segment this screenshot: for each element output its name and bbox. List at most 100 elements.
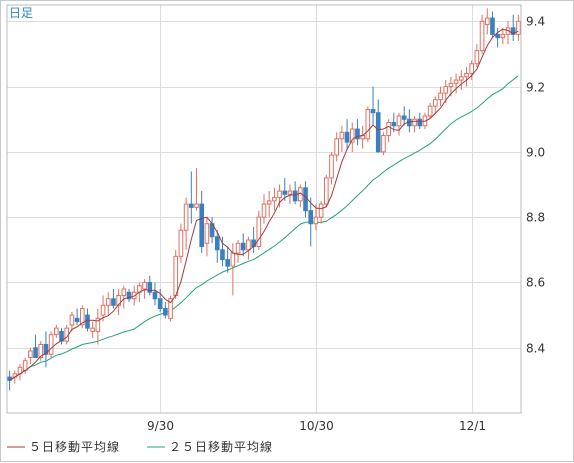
candle-down bbox=[214, 236, 220, 251]
candle-up bbox=[318, 203, 324, 218]
candles bbox=[7, 8, 521, 391]
legend: ５日移動平均線 ２５日移動平均線 bbox=[7, 439, 273, 454]
candle-up bbox=[365, 108, 371, 140]
ma5-line bbox=[9, 28, 519, 381]
candle-up bbox=[183, 203, 189, 231]
candle-up bbox=[427, 105, 433, 117]
candle-up bbox=[469, 63, 474, 75]
candle-up bbox=[323, 177, 329, 205]
candle-down bbox=[225, 259, 230, 267]
candle-down bbox=[199, 203, 205, 248]
candle-down bbox=[292, 190, 298, 202]
candle-up bbox=[474, 50, 480, 65]
candle-up bbox=[256, 216, 262, 248]
candle-up bbox=[438, 92, 443, 101]
candle-down bbox=[33, 347, 38, 359]
candle-down bbox=[370, 108, 376, 114]
candle-down bbox=[59, 330, 64, 342]
candle-up bbox=[121, 288, 127, 296]
axes: 8.4 8.6 8.8 9.0 9.2 9.4 9/30 10/30 12/1 bbox=[6, 4, 545, 433]
candle-up bbox=[204, 223, 210, 244]
candle-up bbox=[142, 281, 147, 290]
plot-border bbox=[6, 4, 522, 414]
x-tick-label: 12/1 bbox=[459, 419, 486, 433]
candle-up bbox=[458, 76, 464, 81]
candle-up bbox=[95, 317, 101, 332]
legend-ma5-label: ５日移動平均線 bbox=[29, 439, 120, 454]
ma25-line bbox=[9, 75, 519, 381]
candle-up bbox=[48, 334, 54, 355]
candle-down bbox=[391, 122, 397, 127]
candle-down bbox=[188, 203, 194, 208]
y-tick-label: 8.4 bbox=[526, 342, 545, 356]
y-tick-label: 8.8 bbox=[526, 211, 545, 225]
candle-down bbox=[282, 190, 288, 195]
candle-down bbox=[495, 33, 500, 39]
candle-down bbox=[74, 317, 80, 323]
candle-down bbox=[152, 291, 158, 300]
candle-up bbox=[448, 82, 454, 88]
candle-up bbox=[479, 20, 485, 52]
candle-up bbox=[433, 99, 438, 107]
candle-up bbox=[443, 86, 449, 94]
grid bbox=[7, 5, 521, 413]
candle-up bbox=[246, 239, 251, 251]
ma25-layer bbox=[9, 75, 519, 381]
candle-up bbox=[277, 190, 282, 199]
candle-down bbox=[510, 27, 516, 35]
candle-up bbox=[287, 190, 293, 195]
candle-down bbox=[43, 343, 49, 355]
candle-down bbox=[111, 298, 116, 306]
candle-up bbox=[329, 154, 334, 179]
candle-down bbox=[375, 112, 381, 153]
x-tick-label: 10/30 bbox=[299, 419, 334, 433]
y-tick-label: 9.4 bbox=[526, 15, 545, 29]
candle-up bbox=[516, 20, 521, 35]
candle-up bbox=[230, 252, 236, 267]
candle-up bbox=[38, 343, 44, 359]
candle-up bbox=[453, 79, 459, 84]
candle-up bbox=[79, 308, 85, 326]
candle-down bbox=[85, 314, 90, 329]
candle-up bbox=[381, 135, 386, 153]
candle-up bbox=[261, 203, 267, 218]
candle-up bbox=[173, 255, 179, 296]
candle-up bbox=[100, 304, 106, 316]
candle-up bbox=[178, 229, 184, 257]
period-label: 日足 bbox=[9, 6, 33, 20]
candle-down bbox=[220, 249, 225, 261]
candle-up bbox=[386, 122, 391, 137]
candle-up bbox=[339, 131, 345, 140]
candle-down bbox=[126, 291, 132, 300]
candle-down bbox=[303, 187, 308, 212]
candle-up bbox=[28, 350, 33, 359]
candle-down bbox=[240, 242, 246, 251]
candle-up bbox=[235, 242, 241, 254]
candle-down bbox=[401, 115, 407, 120]
y-tick-label: 8.6 bbox=[526, 276, 545, 290]
candle-up bbox=[412, 118, 417, 127]
candle-up bbox=[69, 314, 75, 326]
candle-up bbox=[105, 298, 111, 306]
candle-up bbox=[272, 197, 277, 202]
candle-down bbox=[355, 128, 360, 140]
candle-down bbox=[308, 210, 314, 225]
candle-down bbox=[157, 298, 163, 310]
ma5-layer bbox=[9, 28, 519, 381]
candle-down bbox=[344, 131, 350, 143]
x-tick-label: 9/30 bbox=[147, 419, 174, 433]
candle-up bbox=[349, 128, 355, 143]
candle-down bbox=[163, 308, 168, 316]
candle-down bbox=[417, 118, 423, 127]
candle-up bbox=[334, 138, 340, 156]
candle-up bbox=[54, 327, 59, 336]
candle-up bbox=[90, 327, 95, 332]
legend-ma25-label: ２５日移動平均線 bbox=[169, 439, 273, 454]
candle-up bbox=[313, 216, 319, 225]
candle-up bbox=[396, 115, 402, 127]
candle-up bbox=[500, 33, 506, 39]
candle-up bbox=[266, 200, 272, 205]
y-tick-label: 9.0 bbox=[526, 146, 545, 160]
